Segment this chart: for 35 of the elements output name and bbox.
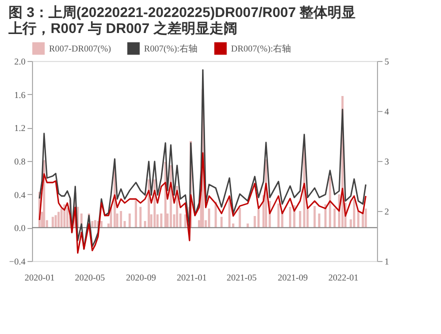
- y-tick-label: 0.4: [14, 190, 26, 200]
- x-tick-label: 2020-09: [126, 272, 156, 282]
- y-tick-label: 2.0: [14, 56, 26, 66]
- y-tick-label: 0.8: [14, 156, 26, 166]
- y2-tick-label: 3: [384, 156, 390, 166]
- legend-label: DR007(%):右轴: [231, 44, 291, 54]
- x-tick-label: 2021-09: [278, 272, 308, 282]
- bar: [160, 214, 162, 228]
- bar: [318, 214, 320, 228]
- bar: [52, 216, 54, 228]
- bar: [357, 211, 360, 228]
- legend-label: R007(%):右轴: [144, 44, 198, 54]
- x-tick-label: 2021-05: [226, 272, 258, 282]
- y2-tick-label: 4: [384, 106, 390, 116]
- y-tick-label: 1.2: [14, 123, 26, 134]
- x-tick-label: 2020-01: [24, 272, 55, 282]
- x-tick-label: 2020-05: [74, 272, 106, 282]
- y2-tick-label: 5: [384, 56, 390, 66]
- y-tick-label: −0.4: [9, 256, 26, 266]
- chart-title: 图 3：上周(20220221-20220225)DR007/R007 整体明显上行，R007 与 DR007 之差明显走阔: [8, 4, 356, 36]
- bar: [238, 208, 241, 228]
- bar: [364, 208, 367, 228]
- y-tick-label: 1.6: [14, 90, 26, 100]
- x-tick-label: 2021-01: [176, 272, 207, 282]
- y-tick-label: 0.0: [14, 223, 26, 234]
- line-series: [38, 152, 366, 254]
- bar: [54, 215, 57, 228]
- bar: [128, 214, 131, 228]
- bar: [94, 220, 96, 228]
- y2-tick-label: 1: [384, 256, 389, 266]
- legend-label: R007-DR007(%): [49, 44, 111, 54]
- bar: [91, 221, 94, 228]
- y2-tick-label: 2: [384, 206, 389, 216]
- x-tick-label: 2022-01: [328, 272, 358, 282]
- line-series: [38, 69, 366, 250]
